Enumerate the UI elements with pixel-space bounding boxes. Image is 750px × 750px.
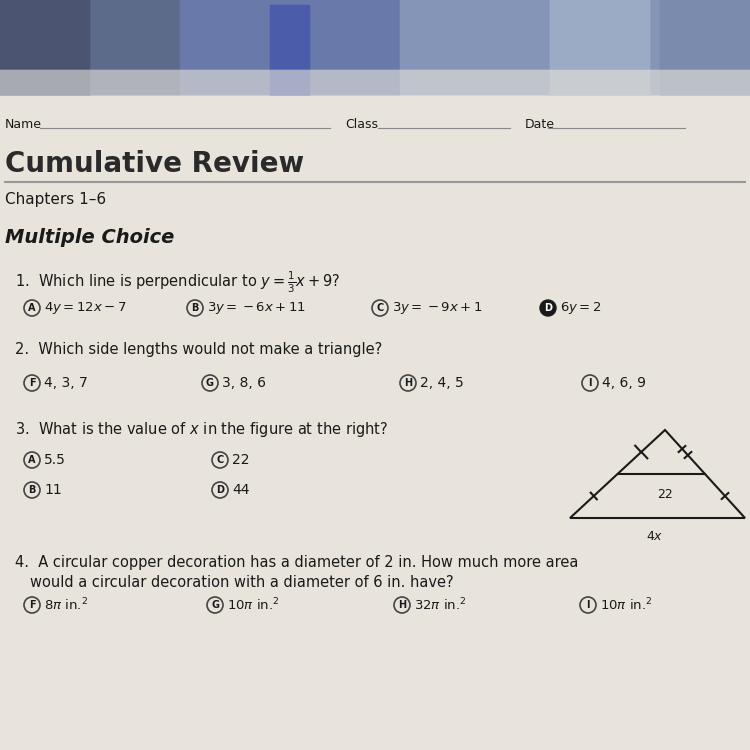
Text: Cumulative Review: Cumulative Review xyxy=(5,150,304,178)
FancyBboxPatch shape xyxy=(550,0,650,95)
Text: G: G xyxy=(206,378,214,388)
FancyBboxPatch shape xyxy=(0,0,90,95)
FancyBboxPatch shape xyxy=(660,0,750,95)
Text: A: A xyxy=(28,455,36,465)
Text: Chapters 1–6: Chapters 1–6 xyxy=(5,192,106,207)
Text: $32\pi$ in.$^2$: $32\pi$ in.$^2$ xyxy=(414,597,466,613)
Text: I: I xyxy=(586,600,590,610)
Text: 1.  Which line is perpendicular to $y = \frac{1}{3}x + 9$?: 1. Which line is perpendicular to $y = \… xyxy=(15,270,340,296)
Text: $3y = -9x + 1$: $3y = -9x + 1$ xyxy=(392,300,482,316)
Text: H: H xyxy=(398,600,406,610)
Text: $10\pi$ in.$^2$: $10\pi$ in.$^2$ xyxy=(600,597,652,613)
FancyBboxPatch shape xyxy=(0,0,750,95)
Text: $8\pi$ in.$^2$: $8\pi$ in.$^2$ xyxy=(44,597,88,613)
Text: B: B xyxy=(191,303,199,313)
Text: C: C xyxy=(376,303,383,313)
FancyBboxPatch shape xyxy=(0,70,750,95)
Text: G: G xyxy=(211,600,219,610)
Text: $10\pi$ in.$^2$: $10\pi$ in.$^2$ xyxy=(227,597,279,613)
Text: 2, 4, 5: 2, 4, 5 xyxy=(420,376,464,390)
FancyBboxPatch shape xyxy=(400,0,750,95)
Text: 44: 44 xyxy=(232,483,250,497)
FancyBboxPatch shape xyxy=(270,4,310,95)
Text: F: F xyxy=(28,600,35,610)
Text: 11: 11 xyxy=(44,483,62,497)
Text: C: C xyxy=(216,455,223,465)
Text: I: I xyxy=(588,378,592,388)
FancyBboxPatch shape xyxy=(180,0,400,95)
Text: Name: Name xyxy=(5,118,42,131)
Text: Multiple Choice: Multiple Choice xyxy=(5,228,174,247)
Text: 4, 3, 7: 4, 3, 7 xyxy=(44,376,88,390)
Text: Class: Class xyxy=(345,118,378,131)
FancyBboxPatch shape xyxy=(0,0,180,95)
Circle shape xyxy=(540,300,556,316)
Text: 3, 8, 6: 3, 8, 6 xyxy=(222,376,266,390)
Text: $3y = -6x + 11$: $3y = -6x + 11$ xyxy=(207,300,306,316)
Text: $4y = 12x - 7$: $4y = 12x - 7$ xyxy=(44,300,127,316)
Text: H: H xyxy=(404,378,412,388)
Text: 3.  What is the value of $x$ in the figure at the right?: 3. What is the value of $x$ in the figur… xyxy=(15,420,388,439)
Text: Date: Date xyxy=(525,118,555,131)
Text: 4.  A circular copper decoration has a diameter of 2 in. How much more area: 4. A circular copper decoration has a di… xyxy=(15,555,578,570)
Text: 2.  Which side lengths would not make a triangle?: 2. Which side lengths would not make a t… xyxy=(15,342,382,357)
Text: would a circular decoration with a diameter of 6 in. have?: would a circular decoration with a diame… xyxy=(30,575,454,590)
Text: D: D xyxy=(544,303,552,313)
Text: $6y = 2$: $6y = 2$ xyxy=(560,300,602,316)
Text: D: D xyxy=(216,485,224,495)
Text: 4, 6, 9: 4, 6, 9 xyxy=(602,376,646,390)
Text: B: B xyxy=(28,485,36,495)
Text: 22: 22 xyxy=(657,488,673,502)
Text: 5.5: 5.5 xyxy=(44,453,66,467)
Text: $4x$: $4x$ xyxy=(646,530,664,543)
Text: F: F xyxy=(28,378,35,388)
Text: 22: 22 xyxy=(232,453,250,467)
Text: A: A xyxy=(28,303,36,313)
